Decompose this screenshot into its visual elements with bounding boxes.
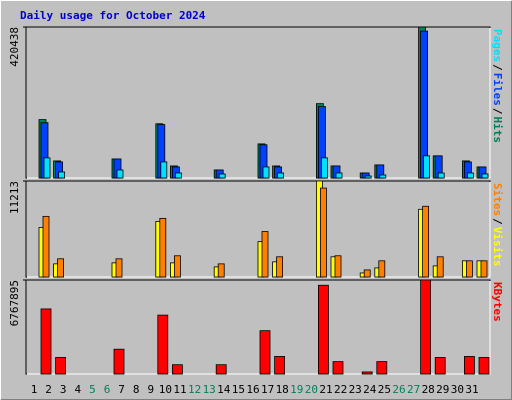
legend-entry: Hits (491, 117, 504, 144)
x-tick-label: 9 (147, 383, 154, 396)
bar (116, 169, 124, 179)
bar (160, 161, 168, 179)
bar (171, 364, 183, 375)
legend-separator: / (491, 218, 504, 225)
bar (276, 256, 284, 278)
bar (463, 356, 475, 375)
x-tick-label: 5 (89, 383, 96, 396)
legend-entry: Files (491, 73, 504, 106)
bar (218, 173, 226, 179)
bar (361, 371, 373, 375)
plot-bevel (27, 182, 491, 278)
x-tick-label: 1 (31, 383, 38, 396)
bar (217, 263, 225, 278)
bar (274, 356, 286, 375)
x-tick-label: 6 (104, 383, 111, 396)
x-tick-label: 2 (45, 383, 52, 396)
bar (332, 361, 344, 375)
x-tick-label: 3 (60, 383, 67, 396)
bar (159, 217, 167, 278)
bar (277, 172, 285, 179)
legend-entry: Pages (491, 29, 504, 62)
bar (43, 157, 51, 179)
bar (436, 256, 444, 278)
bar (334, 255, 342, 278)
x-tick-label: 15 (232, 383, 245, 396)
bar (55, 357, 66, 375)
legend: Pages / Files / Hits (491, 29, 504, 143)
bar (40, 308, 52, 375)
y-tick-label: 11213 (8, 181, 21, 214)
x-tick-label: 28 (422, 383, 435, 396)
chart-title: Daily usage for October 2024 (20, 9, 206, 22)
x-tick-label: 29 (436, 383, 449, 396)
legend-separator: / (491, 108, 504, 115)
x-tick-label: 22 (334, 383, 347, 396)
legend: Sites / Visits (491, 183, 504, 267)
bar (259, 330, 271, 375)
x-tick-label: 13 (203, 383, 216, 396)
bar (335, 172, 343, 179)
bar (466, 172, 474, 179)
x-tick-label: 21 (319, 383, 332, 396)
legend-entry: Visits (491, 227, 504, 267)
bar (113, 348, 125, 375)
x-tick-label: 25 (378, 383, 391, 396)
bar (317, 284, 329, 375)
bar (215, 364, 227, 375)
bar (423, 155, 431, 179)
bar (115, 258, 123, 278)
x-tick-label: 7 (118, 383, 125, 396)
x-tick-label: 31 (465, 383, 478, 396)
bar (58, 171, 65, 179)
bar (320, 157, 328, 179)
bar (57, 258, 64, 278)
x-tick-label: 11 (173, 383, 186, 396)
bar (437, 172, 445, 179)
bar (157, 314, 169, 375)
y-tick-label: 6767895 (8, 280, 21, 326)
plot-area (25, 279, 491, 375)
x-tick-label: 27 (407, 383, 420, 396)
bar (364, 175, 372, 179)
bar (262, 166, 270, 179)
x-tick-label: 16 (246, 383, 259, 396)
bar (173, 255, 181, 278)
x-tick-label: 10 (159, 383, 172, 396)
legend-entry: KBytes (491, 282, 504, 322)
bar (478, 357, 490, 375)
x-tick-label: 26 (392, 383, 405, 396)
bar (434, 357, 446, 375)
bar (379, 174, 387, 179)
legend: KBytes (491, 282, 504, 322)
x-tick-label: 18 (276, 383, 289, 396)
x-tick-label: 19 (290, 383, 303, 396)
x-tick-label: 17 (261, 383, 274, 396)
bar (42, 215, 50, 278)
x-tick-label: 8 (133, 383, 140, 396)
bar (174, 172, 182, 179)
x-tick-label: 23 (349, 383, 362, 396)
bar (378, 260, 386, 278)
x-tick-label: 20 (305, 383, 318, 396)
x-tick-label: 12 (188, 383, 201, 396)
bar (376, 361, 388, 375)
bar (363, 269, 371, 278)
x-tick-label: 4 (74, 383, 81, 396)
x-tick-label: 14 (217, 383, 231, 396)
bar (261, 231, 269, 278)
x-tick-label: 24 (363, 383, 377, 396)
bar (422, 205, 430, 278)
bar (420, 279, 432, 375)
x-tick-label: 30 (451, 383, 464, 396)
y-tick-label: 420438 (8, 27, 21, 67)
bar (481, 173, 489, 179)
bar (465, 260, 473, 278)
bar (319, 187, 327, 278)
legend-entry: Sites (491, 183, 504, 216)
bar (480, 260, 488, 278)
legend-separator: / (491, 64, 504, 71)
